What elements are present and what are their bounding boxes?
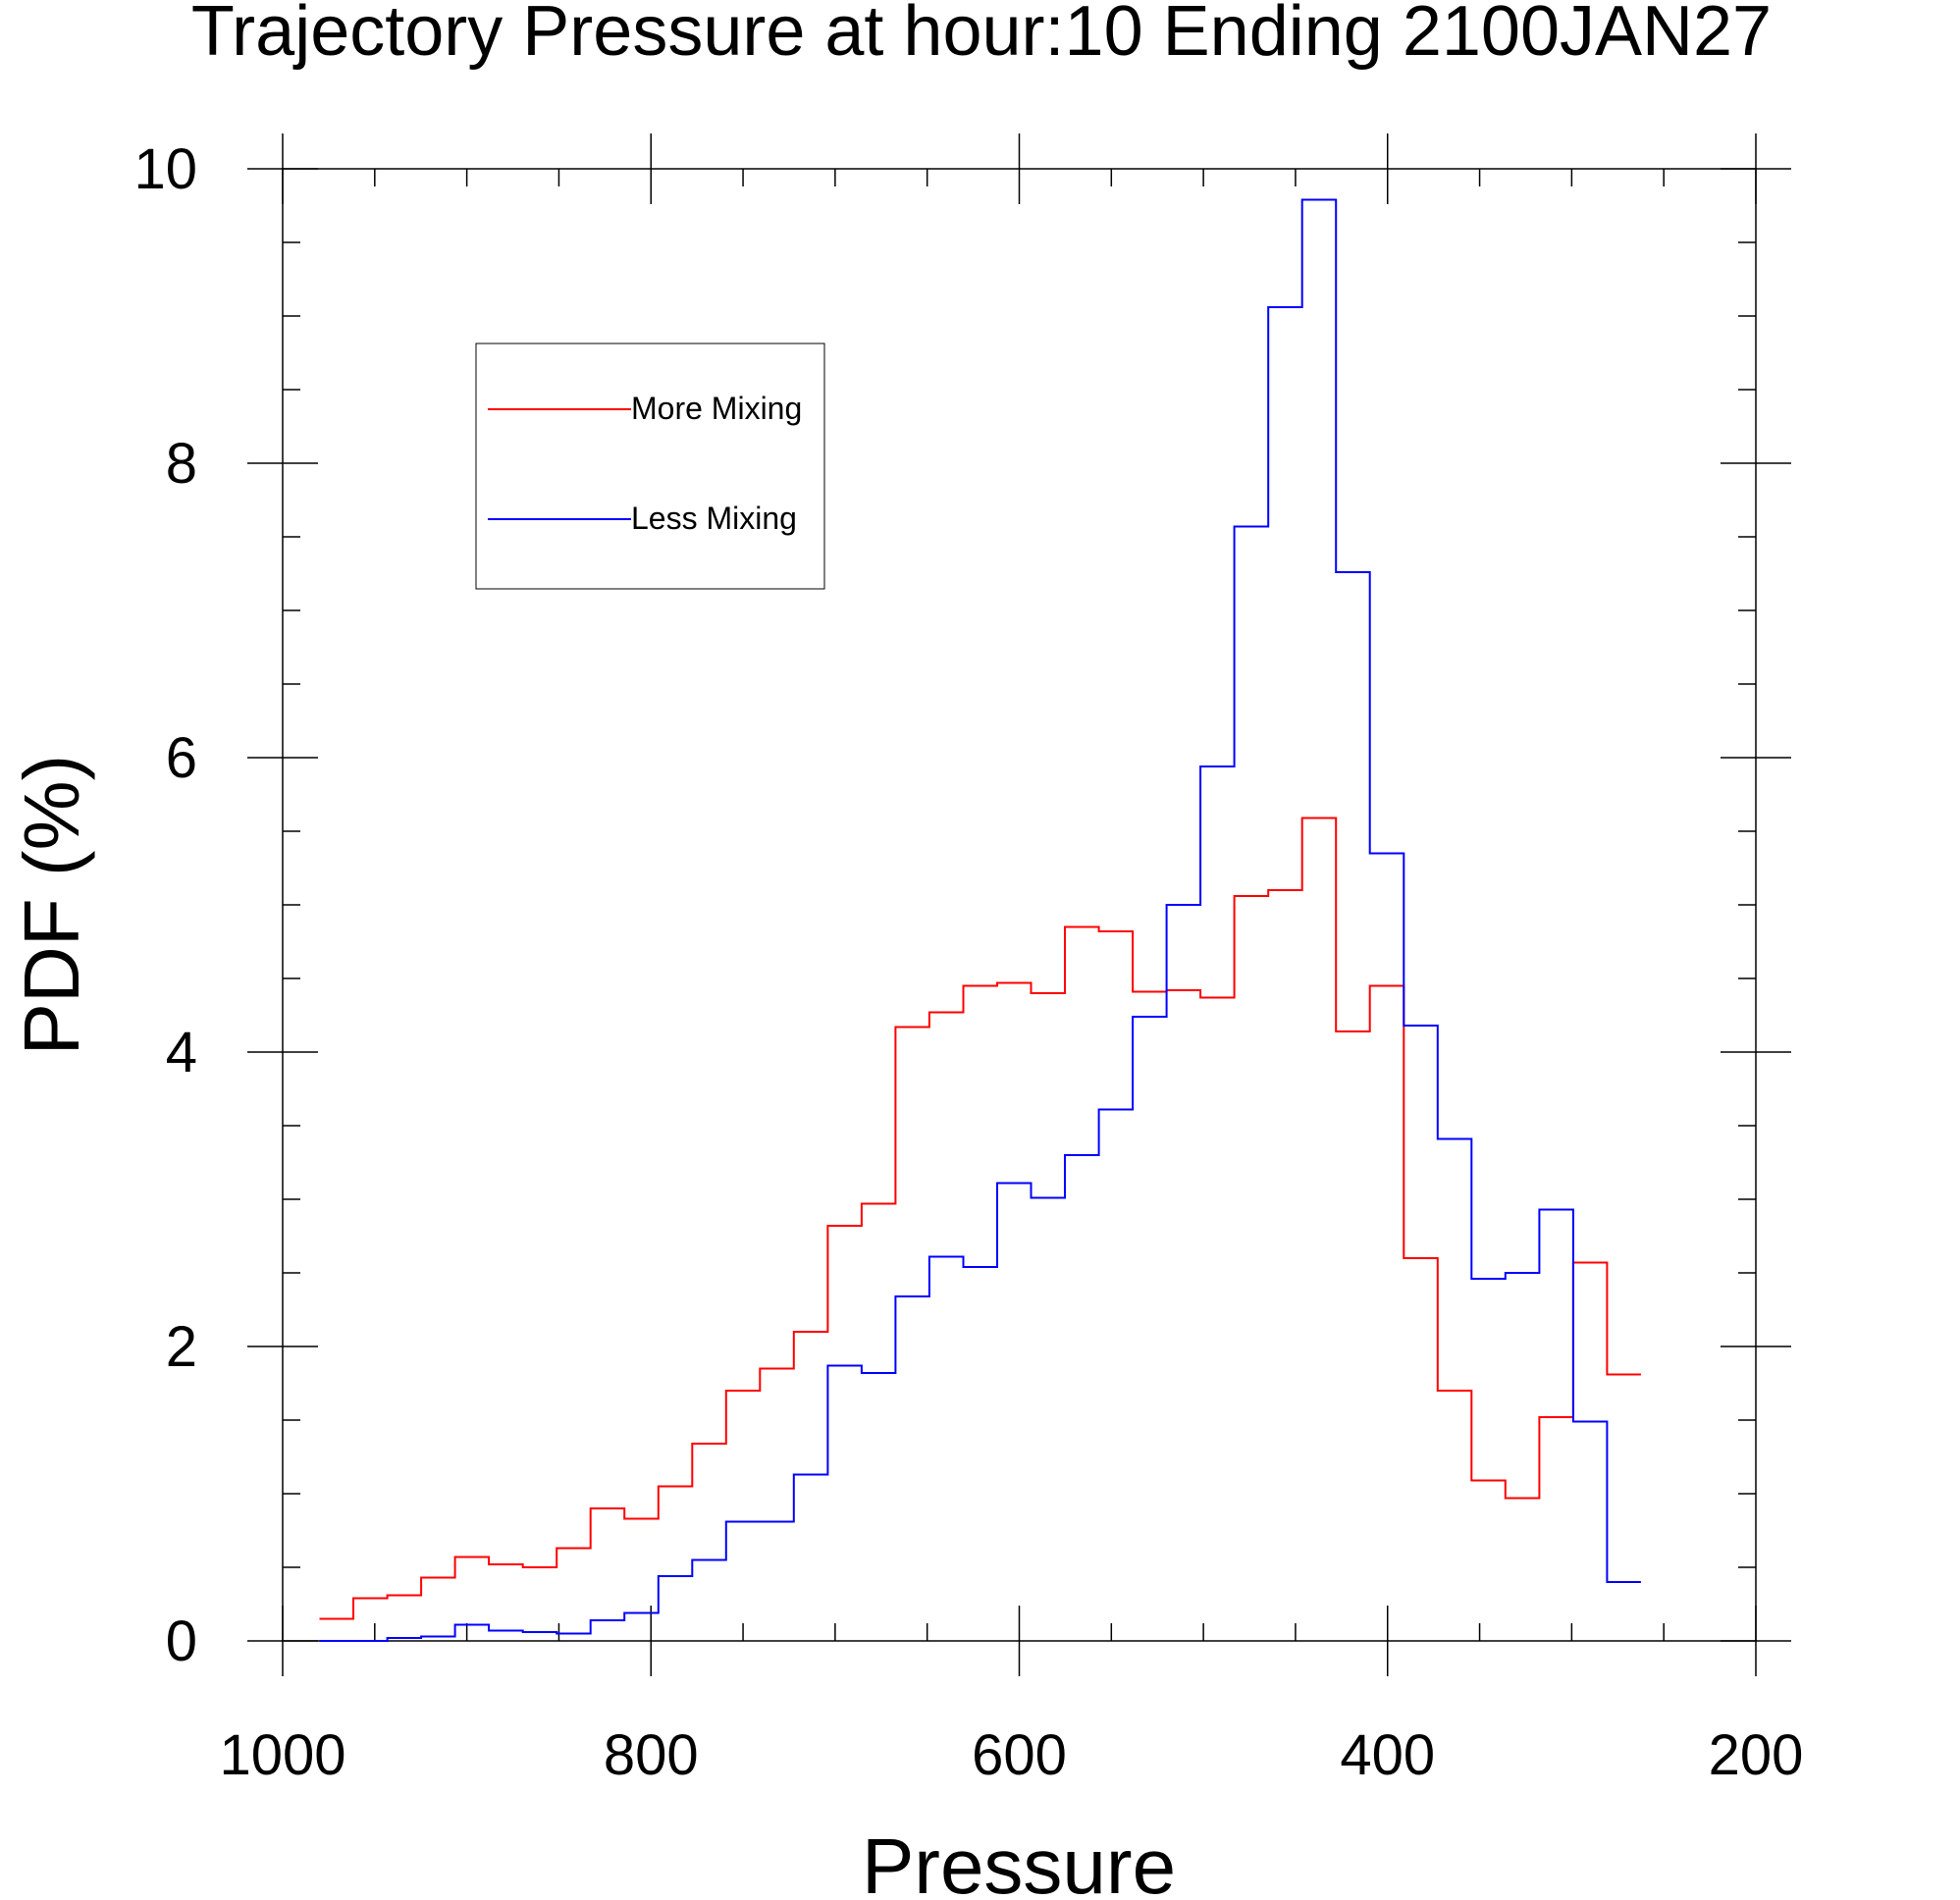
series-layer <box>319 198 1641 1642</box>
y-tick-label: 0 <box>166 1610 197 1673</box>
x-tick-label: 600 <box>972 1723 1067 1787</box>
x-tick-label: 400 <box>1340 1723 1435 1787</box>
legend-box <box>475 343 825 590</box>
legend: More Mixing Less Mixing <box>475 343 825 590</box>
x-axis-ticks: 1000 800 600 400 200 <box>219 133 1803 1787</box>
series-more-mixing-line <box>319 817 1641 1620</box>
y-tick-label: 6 <box>166 726 197 790</box>
x-tick-label: 1000 <box>219 1723 345 1787</box>
legend-label-less-mixing: Less Mixing <box>631 501 797 536</box>
y-tick-label: 4 <box>166 1021 197 1084</box>
y-tick-label: 2 <box>166 1315 197 1379</box>
y-tick-label: 10 <box>133 137 197 201</box>
legend-label-more-mixing: More Mixing <box>631 391 802 426</box>
chart-title: Trajectory Pressure at hour:10 Ending 21… <box>191 0 1772 71</box>
series-less-mixing-line <box>319 198 1641 1642</box>
x-axis-label: Pressure <box>862 1822 1176 1900</box>
x-tick-label: 200 <box>1709 1723 1804 1787</box>
x-tick-label: 800 <box>604 1723 699 1787</box>
y-tick-label: 8 <box>166 432 197 496</box>
y-axis-label: PDF (%) <box>8 755 95 1056</box>
y-axis-ticks: 0 2 4 6 8 10 <box>133 137 1791 1673</box>
